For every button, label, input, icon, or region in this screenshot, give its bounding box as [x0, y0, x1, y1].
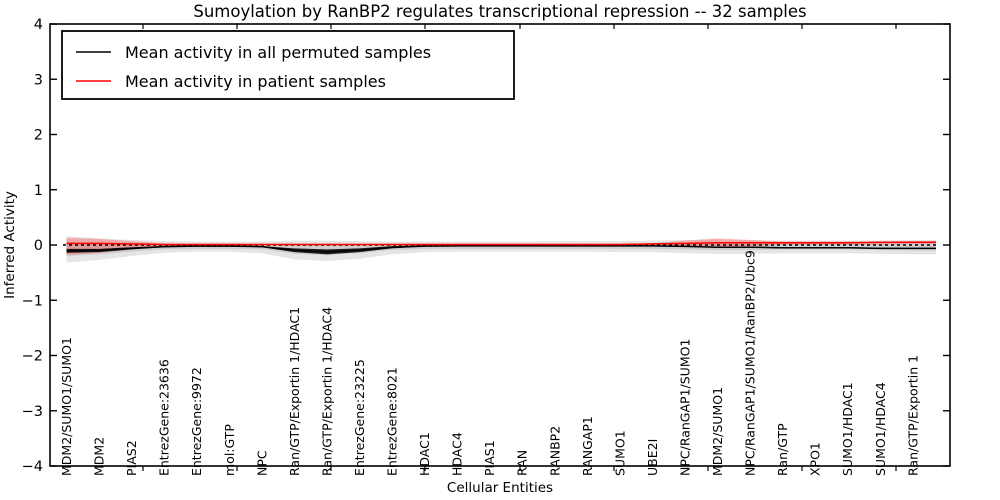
legend-label: Mean activity in patient samples	[125, 72, 386, 91]
x-tick-label: Ran/GTP/Exportin 1/HDAC1	[287, 307, 302, 476]
x-tick-label: SUMO1/HDAC1	[840, 382, 855, 476]
y-tick-label: −1	[22, 293, 43, 309]
x-tick-label: RANGAP1	[580, 416, 595, 476]
y-tick-label: 1	[34, 183, 43, 199]
patient-mean-line	[66, 241, 936, 246]
y-tick-label: 0	[34, 238, 43, 254]
x-tick-label: MDM2/SUMO1/SUMO1	[59, 337, 74, 476]
x-axis-title: Cellular Entities	[447, 480, 553, 496]
y-tick-label: −3	[22, 404, 43, 420]
x-tick-label: UBE2I	[645, 439, 660, 476]
y-tick-label: 2	[34, 128, 43, 144]
x-tick-label: EntrezGene:23636	[157, 359, 172, 476]
x-tick-label: EntrezGene:9972	[189, 367, 204, 476]
x-tick-label: HDAC1	[417, 432, 432, 476]
y-axis-title: Inferred Activity	[2, 191, 18, 299]
y-tick-label: −2	[22, 349, 43, 365]
x-tick-label: Ran/GTP/Exportin 1/HDAC4	[319, 307, 334, 476]
x-tick-label: MDM2	[92, 437, 107, 476]
chart-title: Sumoylation by RanBP2 regulates transcri…	[193, 2, 806, 21]
x-tick-label: XPO1	[808, 442, 823, 476]
x-tick-label: mol:GTP	[222, 424, 237, 476]
legend-label: Mean activity in all permuted samples	[125, 43, 431, 62]
x-tick-label: NPC/RanGAP1/SUMO1	[677, 339, 692, 476]
permuted-mean-line	[66, 245, 936, 253]
x-tick-label: SUMO1	[612, 430, 627, 476]
x-tick-label: EntrezGene:23225	[352, 359, 367, 476]
x-tick-label: EntrezGene:8021	[385, 367, 400, 476]
x-tick-label: PIAS1	[482, 440, 497, 476]
x-tick-label: Ran/GTP	[775, 423, 790, 476]
y-tick-label: −4	[22, 459, 43, 475]
x-tick-label: PIAS2	[124, 440, 139, 476]
x-tick-label: RAN	[515, 450, 530, 476]
x-tick-label: Ran/GTP/Exportin 1	[905, 355, 920, 476]
x-tick-label: SUMO1/HDAC4	[873, 382, 888, 476]
x-tick-label: NPC	[254, 450, 269, 476]
x-tick-label: NPC/RanGAP1/SUMO1/RanBP2/Ubc9	[743, 250, 758, 476]
x-tick-label: RANBP2	[547, 426, 562, 476]
legend-box	[61, 30, 515, 100]
x-tick-label: MDM2/SUMO1	[710, 387, 725, 476]
permuted-mean-spread-band	[66, 245, 936, 255]
y-tick-label: 4	[34, 17, 43, 33]
y-tick-label: 3	[34, 72, 43, 88]
x-tick-label: HDAC4	[450, 432, 465, 476]
